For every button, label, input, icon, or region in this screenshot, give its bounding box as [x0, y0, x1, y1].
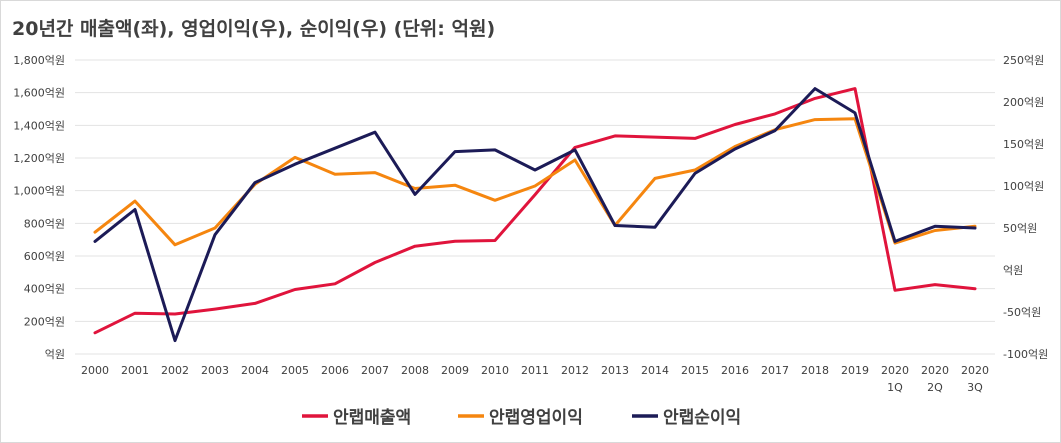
y-left-tick-label: 400억원	[24, 283, 65, 296]
x-tick-label: 2017	[761, 364, 789, 377]
x-tick-label: 2006	[321, 364, 349, 377]
x-tick-label: 2020 3Q	[961, 364, 989, 394]
x-tick-label: 2015	[681, 364, 709, 377]
legend-label: 안랩순이익	[663, 408, 741, 428]
x-tick-label: 2012	[561, 364, 589, 377]
y-right-tick-label: 150억원	[1003, 138, 1044, 151]
legend-label: 안랩매출액	[333, 408, 411, 428]
x-tick-label: 2009	[441, 364, 469, 377]
y-left-tick-label: 1,200억원	[13, 152, 65, 165]
x-tick-label: 2000	[81, 364, 109, 377]
series-line-3	[93, 87, 977, 343]
x-tick-label: 2010	[481, 364, 509, 377]
chart-title: 20년간 매출액(좌), 영업이익(우), 순이익(우) (단위: 억원)	[12, 18, 496, 40]
y-left-tick-label: 800억원	[24, 217, 65, 230]
x-tick-label: 2004	[241, 364, 269, 377]
x-tick-label: 2019	[841, 364, 869, 377]
x-tick-label: 2001	[121, 364, 149, 377]
x-tick-label: 2003	[201, 364, 229, 377]
y-right-tick-label: 100억원	[1003, 180, 1044, 193]
x-tick-label: 2016	[721, 364, 749, 377]
y-left-tick-label: 1,000억원	[13, 185, 65, 198]
x-tick-label: 2007	[361, 364, 389, 377]
y-left-tick-label: 1,400억원	[13, 119, 65, 132]
y-right-tick-label: 250억원	[1003, 54, 1044, 67]
x-tick-label: 2011	[521, 364, 549, 377]
y-right-tick-label: -100억원	[1003, 348, 1048, 361]
y-left-tick-label: 1,800억원	[13, 54, 65, 67]
x-tick-label: 2018	[801, 364, 829, 377]
x-tick-label: 2008	[401, 364, 429, 377]
x-tick-label: 2014	[641, 364, 669, 377]
y-left-tick-label: 600억원	[24, 250, 65, 263]
y-right-tick-label: -50억원	[1003, 306, 1041, 319]
x-tick-label: 2002	[161, 364, 189, 377]
y-left-tick-label: 1,600억원	[13, 87, 65, 100]
legend-label: 안랩영업이익	[489, 408, 583, 428]
y-left-tick-label: 억원	[45, 348, 65, 361]
x-tick-label: 2020 1Q	[881, 364, 909, 394]
y-left-tick-label: 200억원	[24, 315, 65, 328]
y-right-tick-label: 200억원	[1003, 96, 1044, 109]
series-line-2	[93, 117, 977, 247]
y-right-tick-label: 억원	[1003, 264, 1023, 277]
x-tick-label: 2005	[281, 364, 309, 377]
y-right-tick-label: 50억원	[1003, 222, 1037, 235]
x-tick-label: 2020 2Q	[921, 364, 949, 394]
x-tick-label: 2013	[601, 364, 629, 377]
